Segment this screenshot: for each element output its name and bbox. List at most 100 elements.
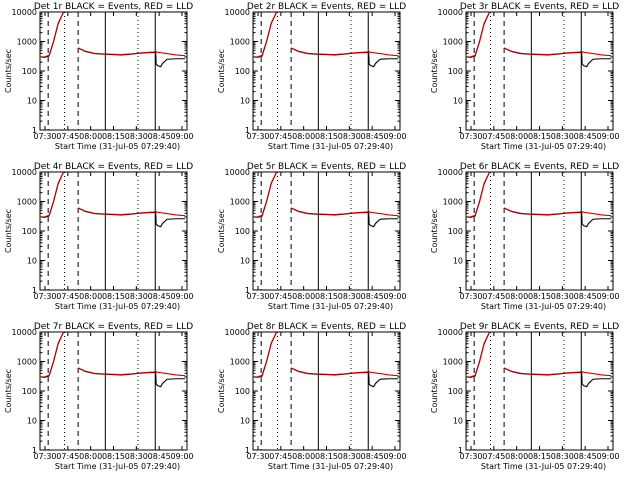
detector-panel-7: Det 7r BLACK = Events, RED = LLD 1 10 100 10… bbox=[4, 322, 194, 471]
y-tick-label: 1000 bbox=[230, 358, 250, 367]
y-tick-label: 100 bbox=[22, 67, 37, 76]
x-tick-label: 07:30 bbox=[246, 452, 269, 461]
lld-series-line bbox=[253, 12, 399, 58]
x-tick-label: 07:45 bbox=[269, 132, 292, 141]
events-series-line bbox=[253, 172, 399, 228]
events-series-line bbox=[253, 332, 399, 388]
y-tick-label: 1 bbox=[458, 126, 463, 135]
y-tick-label: 100 bbox=[448, 387, 463, 396]
x-tick-label: 08:15 bbox=[102, 132, 125, 141]
y-tick-label: 1000 bbox=[17, 358, 37, 367]
y-tick-label: 1 bbox=[245, 446, 250, 455]
x-tick-label: 07:30 bbox=[33, 132, 56, 141]
x-axis-label: Start Time (31-Jul-05 07:29:40) bbox=[481, 302, 606, 311]
x-tick-label: 07:45 bbox=[482, 292, 505, 301]
y-tick-label: 100 bbox=[22, 387, 37, 396]
panel-title: Det 3r BLACK = Events, RED = LLD bbox=[460, 2, 619, 12]
x-tick-label: 07:30 bbox=[33, 452, 56, 461]
x-tick-label: 09:00 bbox=[383, 452, 406, 461]
events-series-line bbox=[466, 172, 612, 228]
x-tick-label: 08:45 bbox=[574, 452, 597, 461]
x-axis-label: Start Time (31-Jul-05 07:29:40) bbox=[268, 142, 393, 151]
x-tick-label: 07:30 bbox=[246, 292, 269, 301]
y-tick-label: 1000 bbox=[443, 358, 463, 367]
x-tick-label: 08:30 bbox=[551, 132, 574, 141]
y-tick-label: 100 bbox=[22, 227, 37, 236]
x-tick-label: 08:45 bbox=[148, 452, 171, 461]
x-tick-label: 08:30 bbox=[125, 292, 148, 301]
x-tick-label: 07:30 bbox=[459, 292, 482, 301]
x-tick-label: 08:45 bbox=[148, 292, 171, 301]
y-axis-label: Counts/sec bbox=[217, 49, 226, 93]
x-axis-label: Start Time (31-Jul-05 07:29:40) bbox=[481, 142, 606, 151]
events-series-line bbox=[40, 12, 186, 68]
y-tick-label: 100 bbox=[448, 227, 463, 236]
x-tick-label: 07:45 bbox=[482, 132, 505, 141]
lld-series-line bbox=[253, 172, 399, 218]
y-axis-label: Counts/sec bbox=[217, 209, 226, 253]
x-tick-label: 08:30 bbox=[125, 132, 148, 141]
y-tick-label: 10 bbox=[240, 417, 250, 426]
y-axis-label: Counts/sec bbox=[4, 209, 13, 253]
y-tick-label: 100 bbox=[448, 67, 463, 76]
x-axis-label: Start Time (31-Jul-05 07:29:40) bbox=[55, 302, 180, 311]
x-axis-label: Start Time (31-Jul-05 07:29:40) bbox=[55, 462, 180, 471]
x-tick-label: 09:00 bbox=[596, 452, 619, 461]
y-tick-label: 1000 bbox=[230, 198, 250, 207]
x-tick-label: 08:15 bbox=[102, 452, 125, 461]
y-tick-label: 10 bbox=[453, 97, 463, 106]
panel-title: Det 1r BLACK = Events, RED = LLD bbox=[34, 2, 193, 12]
x-tick-label: 07:45 bbox=[56, 132, 79, 141]
x-tick-label: 08:15 bbox=[102, 292, 125, 301]
y-tick-label: 10000 bbox=[225, 168, 250, 177]
panel-title: Det 8r BLACK = Events, RED = LLD bbox=[247, 322, 406, 332]
detector-panel-1: Det 1r BLACK = Events, RED = LLD 1 10 100 10… bbox=[4, 2, 194, 151]
y-tick-label: 1000 bbox=[443, 38, 463, 47]
y-tick-label: 10000 bbox=[12, 328, 37, 337]
x-tick-label: 08:00 bbox=[292, 292, 315, 301]
x-tick-label: 09:00 bbox=[596, 132, 619, 141]
x-axis-label: Start Time (31-Jul-05 07:29:40) bbox=[55, 142, 180, 151]
x-tick-label: 08:15 bbox=[315, 292, 338, 301]
y-tick-label: 100 bbox=[235, 67, 250, 76]
detector-panel-4: Det 4r BLACK = Events, RED = LLD 1 10 100 10… bbox=[4, 162, 194, 311]
y-tick-label: 1 bbox=[32, 446, 37, 455]
x-tick-label: 09:00 bbox=[170, 452, 193, 461]
x-tick-label: 08:15 bbox=[528, 452, 551, 461]
y-tick-label: 10000 bbox=[225, 328, 250, 337]
x-tick-label: 09:00 bbox=[170, 292, 193, 301]
y-axis-label: Counts/sec bbox=[430, 369, 439, 413]
y-axis-label: Counts/sec bbox=[4, 369, 13, 413]
x-tick-label: 08:45 bbox=[361, 292, 384, 301]
events-series-line bbox=[253, 12, 399, 68]
x-tick-label: 08:30 bbox=[338, 132, 361, 141]
x-tick-label: 08:15 bbox=[528, 132, 551, 141]
y-tick-label: 1 bbox=[32, 126, 37, 135]
x-tick-label: 08:45 bbox=[574, 132, 597, 141]
x-tick-label: 07:30 bbox=[459, 132, 482, 141]
x-tick-label: 09:00 bbox=[596, 292, 619, 301]
y-tick-label: 10000 bbox=[438, 168, 463, 177]
panel-title: Det 7r BLACK = Events, RED = LLD bbox=[34, 322, 193, 332]
events-series-line bbox=[40, 172, 186, 228]
plot-frame bbox=[39, 171, 188, 291]
x-tick-label: 08:45 bbox=[361, 452, 384, 461]
x-tick-label: 07:45 bbox=[56, 292, 79, 301]
x-tick-label: 08:45 bbox=[148, 132, 171, 141]
panel-title: Det 2r BLACK = Events, RED = LLD bbox=[247, 2, 406, 12]
y-tick-label: 10 bbox=[453, 257, 463, 266]
x-tick-label: 07:45 bbox=[56, 452, 79, 461]
x-tick-label: 08:45 bbox=[361, 132, 384, 141]
y-tick-label: 100 bbox=[235, 387, 250, 396]
x-axis-label: Start Time (31-Jul-05 07:29:40) bbox=[268, 302, 393, 311]
events-series-line bbox=[466, 12, 612, 68]
y-tick-label: 1000 bbox=[443, 198, 463, 207]
panel-title: Det 6r BLACK = Events, RED = LLD bbox=[460, 162, 619, 172]
y-tick-label: 1 bbox=[245, 286, 250, 295]
y-axis-label: Counts/sec bbox=[430, 209, 439, 253]
x-tick-label: 09:00 bbox=[383, 132, 406, 141]
lld-series-line bbox=[40, 172, 186, 218]
detector-panel-5: Det 5r BLACK = Events, RED = LLD 1 10 100 10… bbox=[217, 162, 407, 311]
plot-frame bbox=[465, 171, 614, 291]
